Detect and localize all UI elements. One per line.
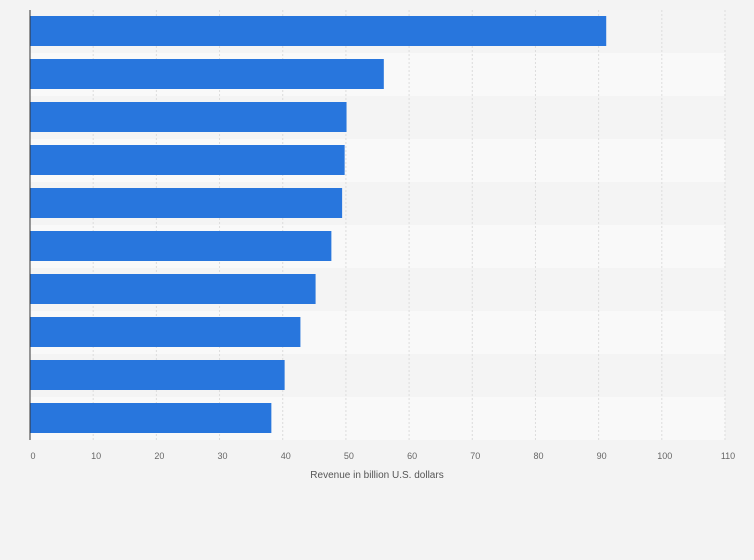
- x-tick-label: 0: [30, 451, 35, 461]
- x-tick-label: 80: [533, 451, 543, 461]
- bar[interactable]: [30, 59, 384, 89]
- bar[interactable]: [30, 317, 301, 347]
- bar[interactable]: [30, 188, 343, 218]
- bar[interactable]: [30, 231, 332, 261]
- bar[interactable]: [30, 360, 285, 390]
- x-tick-label: 20: [154, 451, 164, 461]
- x-tick-label: 100: [657, 451, 672, 461]
- x-tick-label: 30: [218, 451, 228, 461]
- x-tick-label: 110: [721, 451, 735, 461]
- x-tick-label: 90: [597, 451, 607, 461]
- bar[interactable]: [30, 102, 347, 132]
- x-tick-label: 70: [470, 451, 480, 461]
- x-tick-label: 40: [281, 451, 291, 461]
- x-tick-label: 10: [91, 451, 101, 461]
- bar[interactable]: [30, 403, 272, 433]
- bar[interactable]: [30, 145, 345, 175]
- bar[interactable]: [30, 16, 607, 46]
- x-tick-label: 50: [344, 451, 354, 461]
- bar[interactable]: [30, 274, 316, 304]
- x-tick-label: 60: [407, 451, 417, 461]
- x-axis-label: Revenue in billion U.S. dollars: [310, 470, 443, 481]
